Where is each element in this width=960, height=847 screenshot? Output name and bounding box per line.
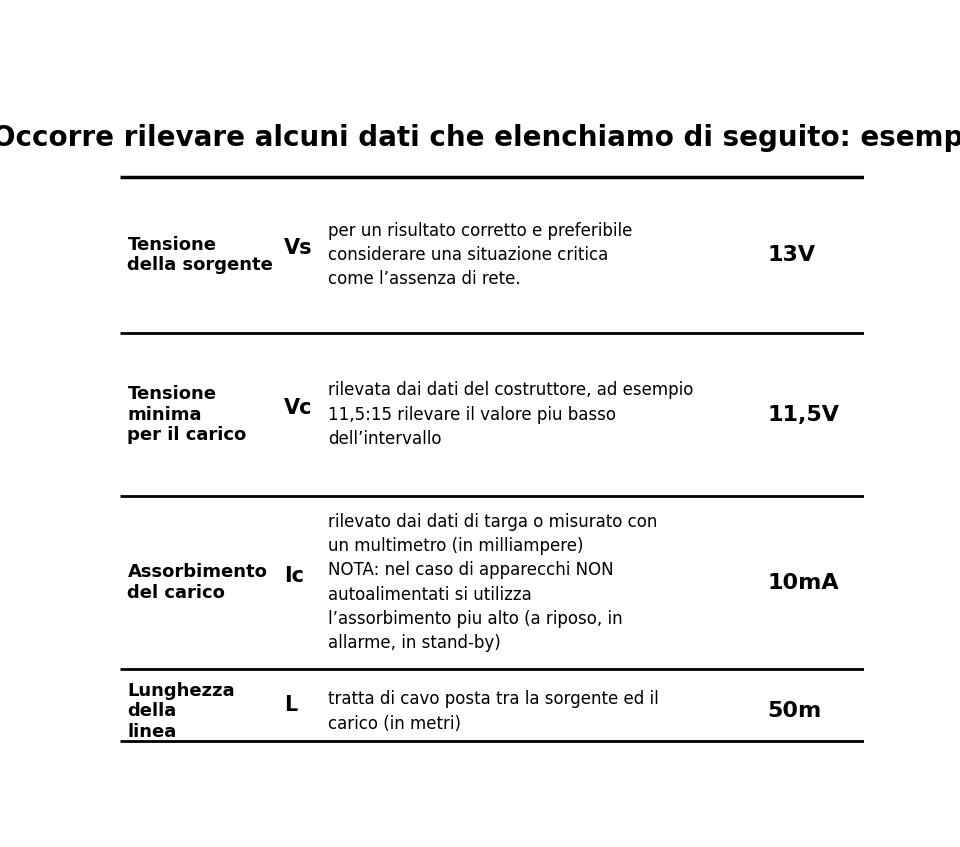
Text: tratta di cavo posta tra la sorgente ed il
carico (in metri): tratta di cavo posta tra la sorgente ed … <box>328 690 660 733</box>
Text: Assorbimento
del carico: Assorbimento del carico <box>128 563 267 602</box>
Text: Lunghezza
della
linea: Lunghezza della linea <box>128 682 235 741</box>
Text: rilevato dai dati di targa o misurato con
un multimetro (in milliampere)
NOTA: n: rilevato dai dati di targa o misurato co… <box>328 513 658 652</box>
Text: Tensione
minima
per il carico: Tensione minima per il carico <box>128 385 247 445</box>
Text: Occorre rilevare alcuni dati che elenchiamo di seguito: esempio: Occorre rilevare alcuni dati che elenchi… <box>0 125 960 152</box>
Text: 13V: 13V <box>767 245 815 265</box>
Text: Tensione
della sorgente: Tensione della sorgente <box>128 235 274 274</box>
Text: 10mA: 10mA <box>767 573 839 593</box>
Text: 11,5V: 11,5V <box>767 405 839 424</box>
Text: 50m: 50m <box>767 701 822 722</box>
Text: Vc: Vc <box>284 398 312 418</box>
Text: L: L <box>284 695 297 715</box>
Text: per un risultato corretto e preferibile
considerare una situazione critica
come : per un risultato corretto e preferibile … <box>328 222 633 288</box>
Text: rilevata dai dati del costruttore, ad esempio
11,5:15 rilevare il valore piu bas: rilevata dai dati del costruttore, ad es… <box>328 381 694 448</box>
Text: Ic: Ic <box>284 566 303 586</box>
Text: Vs: Vs <box>284 238 312 258</box>
